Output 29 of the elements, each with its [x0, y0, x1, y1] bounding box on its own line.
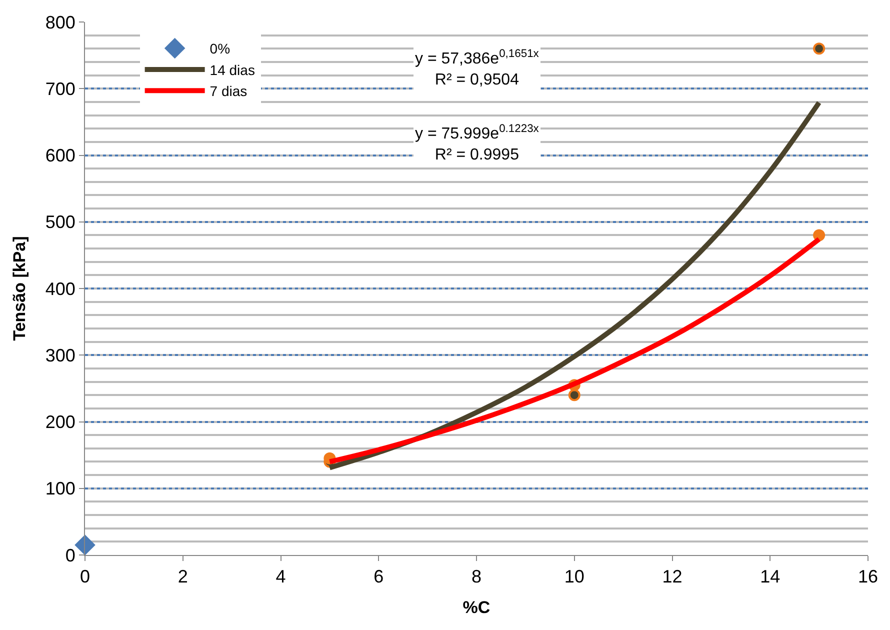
x-tick-label: 14 [760, 566, 780, 587]
y-tick-label: 400 [45, 278, 76, 299]
x-tick-label: 10 [564, 566, 584, 587]
x-tick-label: 4 [276, 566, 286, 587]
point [568, 389, 580, 402]
x-tick-label: 12 [662, 566, 682, 587]
y-tick-label: 300 [45, 345, 76, 366]
legend-label: 7 dias [210, 83, 248, 100]
point [74, 534, 96, 556]
x-tick-label: 6 [374, 566, 384, 587]
x-tick-label: 2 [178, 566, 188, 587]
y-tick-label: 100 [45, 478, 76, 499]
x-axis-title: %C [462, 598, 490, 617]
legend-label: 14 dias [210, 62, 255, 78]
y-tick-label: 600 [45, 146, 76, 166]
point [813, 42, 826, 55]
x-tick-label: 8 [471, 566, 482, 587]
y-tick-label: 700 [45, 78, 76, 99]
point [813, 229, 826, 242]
annotation: y = 75.999e$^{0.1223x}$ R² = 0.9995 [415, 123, 540, 164]
y-tick-label: 500 [45, 212, 76, 232]
y-tick-label: 800 [45, 12, 76, 32]
x-tick-label: 0 [80, 566, 90, 587]
annotation: y = 57,386e$^{0,1651x}$ R² = 0,9504 [415, 48, 540, 89]
y-tick-label: 200 [45, 412, 76, 432]
legend-label: 0% [210, 40, 230, 57]
y-axis-title: Tensão [kPa] [10, 236, 29, 341]
y-tick-label: 0 [65, 545, 76, 566]
x-tick-label: 16 [858, 566, 878, 587]
